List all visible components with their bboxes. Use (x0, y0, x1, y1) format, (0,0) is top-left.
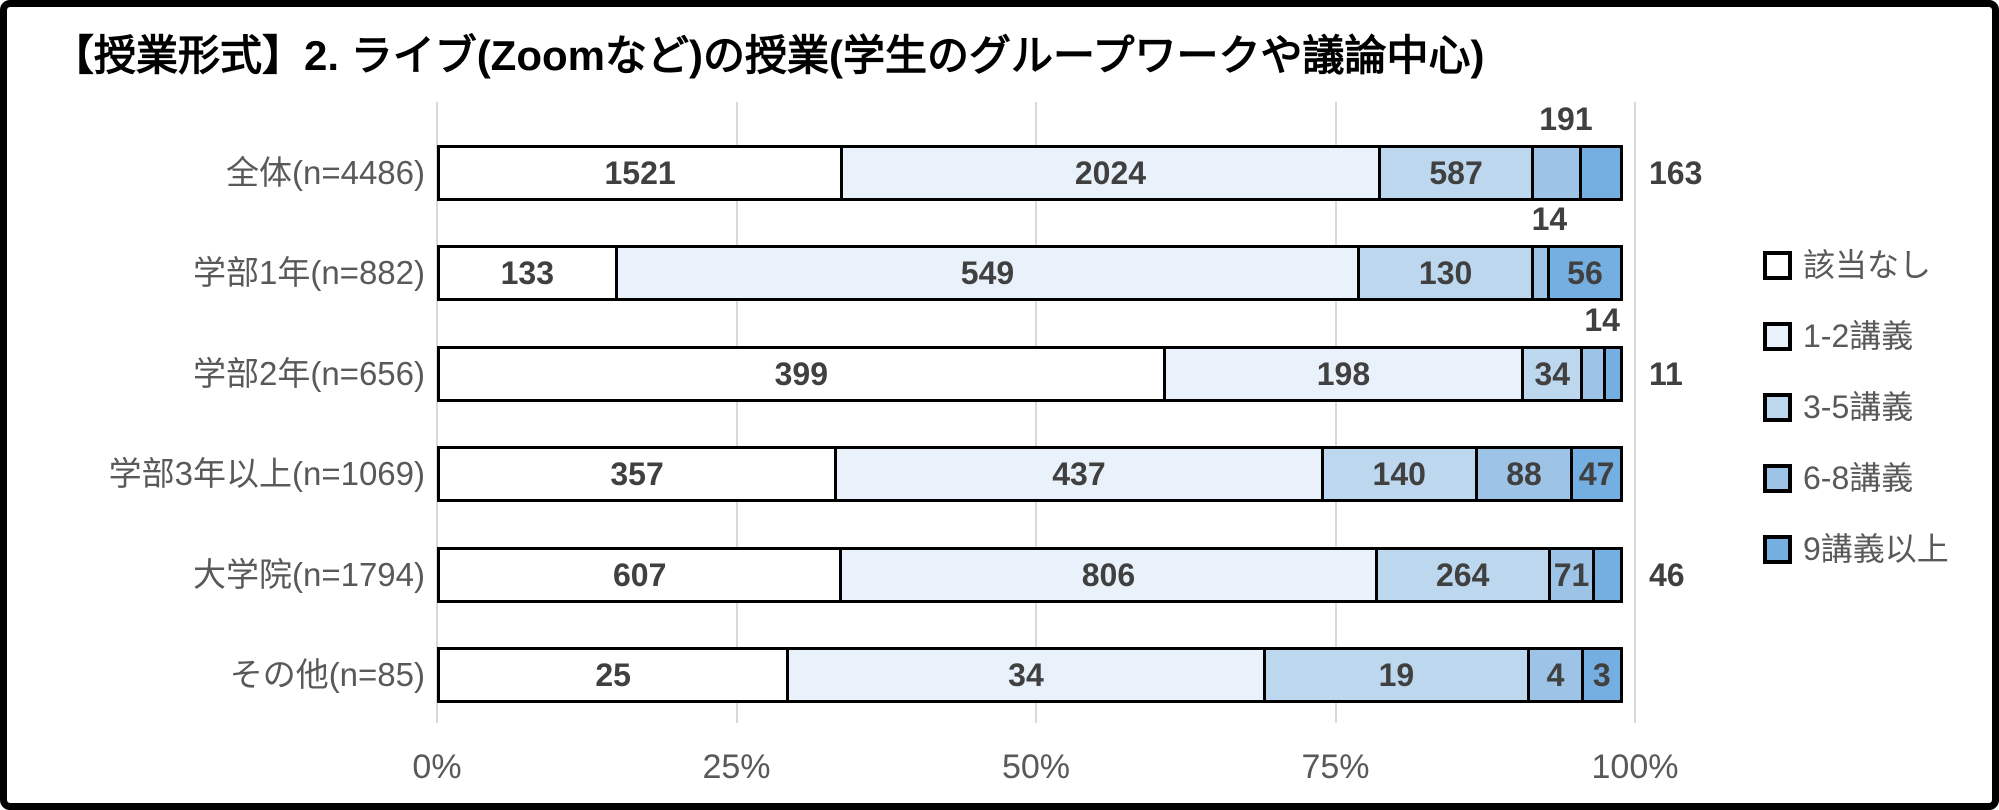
legend-item: 1-2講義 (1763, 317, 1913, 355)
bar-segment: 549 (614, 245, 1361, 302)
segment-value-label: 56 (1567, 255, 1603, 292)
bar-row: 1521 2024 587 191 163 (437, 103, 1702, 201)
segment-value-label: 198 (1316, 355, 1371, 392)
legend-swatch (1763, 321, 1792, 351)
legend-item: 6-8講義 (1763, 459, 1913, 497)
category-label: 学部3年以上(n=1069) (108, 455, 425, 493)
legend-label: 6-8講義 (1803, 460, 1914, 496)
bar-segment: 399 (437, 345, 1166, 402)
segment-value-label: 399 (774, 355, 829, 392)
legend-label: 9講義以上 (1803, 531, 1949, 567)
segment-value-label: 587 (1429, 155, 1483, 191)
segment-value-label: 264 (1435, 556, 1490, 593)
bar-segment: 25 (437, 647, 790, 703)
legend-item: 該当なし (1763, 246, 1931, 284)
segment-value-label-right: 11 (1649, 355, 1683, 392)
segment-value-label-above: 14 (1584, 301, 1620, 338)
segment-value-label: 47 (1578, 456, 1615, 493)
x-axis-tick-label: 0% (412, 748, 462, 786)
segment-value-label-right: 163 (1649, 155, 1703, 191)
bar-segment: 47 (1570, 446, 1623, 503)
category-label: 学部1年(n=882) (192, 254, 425, 292)
category-label: 大学院(n=1794) (192, 555, 425, 593)
bar-segment (1579, 145, 1623, 201)
legend-item: 9講義以上 (1763, 530, 1949, 568)
segment-value-label: 71 (1553, 556, 1590, 593)
x-axis-tick-label: 50% (1001, 748, 1071, 786)
bar-row: 133 549 130 14 56 (437, 203, 1635, 302)
bar-segment: 1521 (437, 145, 844, 201)
bar-segment: 71 (1547, 546, 1596, 603)
segment-value-label: 34 (1008, 657, 1044, 693)
bar-segment: 264 (1374, 546, 1551, 603)
bar-segment: 130 (1357, 245, 1534, 302)
plot-area: 0% 25% 50% 75% 100% 1521 2024 587 191 163 133 549 13… (412, 102, 1702, 786)
segment-value-label: 2024 (1074, 155, 1147, 191)
bar-segment: 34 (1521, 345, 1584, 402)
bar-segment: 607 (437, 546, 843, 603)
category-label: 学部2年(n=656) (192, 354, 425, 392)
legend-swatch (1763, 250, 1792, 280)
bar-segment: 140 (1320, 446, 1478, 503)
bar-segment: 88 (1474, 446, 1574, 503)
bar-row: 399 198 34 14 11 (437, 304, 1683, 402)
legend-label: 3-5講義 (1803, 389, 1914, 425)
x-axis-tick-label: 75% (1301, 748, 1370, 786)
bar-segment: 4 (1527, 647, 1584, 703)
segment-value-label: 1521 (604, 155, 676, 191)
segment-value-label: 130 (1418, 255, 1473, 292)
bar-segment: 437 (834, 446, 1324, 503)
bar-segment: 357 (437, 446, 838, 503)
segment-value-label: 607 (612, 556, 667, 593)
segment-value-label: 25 (595, 657, 631, 693)
segment-value-label-above: 14 (1531, 201, 1568, 238)
category-label: 全体(n=4486) (225, 154, 425, 191)
category-label: その他(n=85) (229, 656, 425, 693)
bar-segment: 587 (1377, 145, 1535, 201)
gridline (1334, 102, 1337, 723)
segment-value-label: 357 (610, 456, 664, 493)
segment-value-label: 437 (1052, 456, 1106, 493)
bar-segment (1592, 546, 1623, 603)
bar-segment (1531, 145, 1583, 201)
legend-swatch (1763, 463, 1792, 493)
segment-value-label: 3 (1592, 657, 1611, 693)
bar-segment: 3 (1580, 647, 1623, 703)
legend-label: 1-2講義 (1803, 318, 1914, 354)
gridline (1035, 102, 1037, 723)
bar-segment: 56 (1546, 245, 1623, 302)
bar-segment: 34 (786, 647, 1266, 703)
bar-row: 607 806 264 71 46 (437, 546, 1685, 603)
legend-swatch (1763, 392, 1792, 422)
gridline (1634, 102, 1636, 723)
bar-row: 25 34 19 4 3 (437, 647, 1635, 703)
x-axis-tick-label: 100% (1591, 748, 1679, 786)
bar-segment: 133 (437, 245, 618, 302)
x-axis-tick-label: 25% (702, 748, 771, 786)
segment-value-label: 19 (1378, 657, 1415, 693)
bar-row: 357 437 140 88 47 (437, 446, 1635, 503)
legend-swatch (1763, 534, 1792, 564)
bar-segment: 198 (1162, 345, 1525, 402)
bar-segment: 19 (1262, 647, 1531, 703)
segment-value-label: 549 (960, 255, 1015, 292)
bar-segment (1602, 345, 1623, 402)
segment-value-label: 34 (1534, 355, 1571, 392)
legend-label: 該当なし (1803, 247, 1932, 283)
legend-item: 3-5講義 (1763, 388, 1913, 426)
segment-value-label-above: 191 (1539, 101, 1593, 137)
gridline (735, 102, 738, 723)
bar-segment: 2024 (840, 145, 1381, 201)
gridline (436, 102, 438, 723)
chart-title: 【授業形式】2. ライブ(Zoomなど)の授業(学生のグループワークや議論中心) (52, 32, 1485, 79)
segment-value-label: 133 (500, 255, 555, 292)
segment-value-label: 140 (1372, 456, 1426, 493)
bar-segment (1580, 345, 1606, 402)
segment-value-label: 4 (1546, 657, 1565, 693)
segment-value-label: 806 (1081, 556, 1136, 593)
bar-segment: 806 (839, 546, 1378, 603)
segment-value-label: 88 (1506, 456, 1542, 493)
segment-value-label-right: 46 (1649, 556, 1685, 593)
